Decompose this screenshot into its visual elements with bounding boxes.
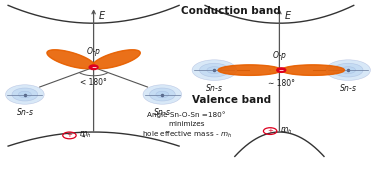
Text: $E$: $E$ (284, 9, 292, 21)
Text: $m_h$: $m_h$ (79, 130, 92, 140)
Circle shape (277, 68, 286, 72)
Text: Conduction band: Conduction band (181, 6, 281, 16)
Text: Sn-$s$: Sn-$s$ (153, 106, 172, 117)
Circle shape (89, 65, 98, 70)
Ellipse shape (200, 63, 229, 77)
Ellipse shape (207, 67, 222, 74)
Polygon shape (281, 65, 344, 75)
Ellipse shape (156, 91, 169, 98)
Text: < 180°: < 180° (80, 78, 107, 87)
Polygon shape (47, 50, 95, 69)
Ellipse shape (326, 60, 370, 81)
Text: O-$p$: O-$p$ (272, 49, 287, 62)
Text: −: − (279, 67, 284, 72)
Text: Sn-$s$: Sn-$s$ (339, 82, 357, 93)
Text: O-$p$: O-$p$ (86, 45, 101, 58)
Text: Valence band: Valence band (191, 94, 271, 105)
Polygon shape (218, 65, 281, 75)
Text: $E$: $E$ (98, 9, 107, 21)
Ellipse shape (192, 60, 236, 81)
Text: Sn-$s$: Sn-$s$ (16, 106, 34, 117)
Ellipse shape (341, 67, 355, 74)
Text: −: − (91, 65, 96, 70)
Text: Angle Sn-O-Sn =180°
minimizes
hole effective mass - $m_h$: Angle Sn-O-Sn =180° minimizes hole effec… (141, 111, 232, 140)
Ellipse shape (12, 88, 38, 101)
Ellipse shape (333, 63, 363, 77)
Text: +: + (267, 128, 273, 134)
Polygon shape (93, 50, 140, 69)
Text: ∼ 180°: ∼ 180° (268, 80, 295, 88)
Ellipse shape (18, 91, 31, 98)
Ellipse shape (6, 85, 44, 104)
Text: $m_h$: $m_h$ (280, 125, 292, 136)
Text: +: + (66, 132, 72, 138)
Ellipse shape (143, 85, 182, 104)
Text: Sn-$s$: Sn-$s$ (205, 82, 223, 93)
Ellipse shape (150, 88, 175, 101)
